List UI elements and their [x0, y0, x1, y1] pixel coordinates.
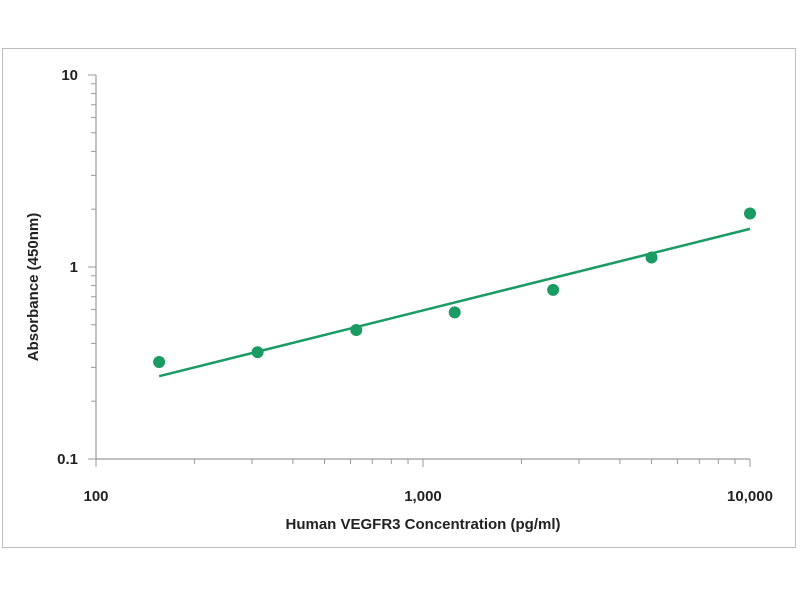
data-point — [153, 356, 166, 369]
data-point — [547, 283, 560, 296]
data-point — [645, 251, 658, 264]
trendline — [158, 227, 751, 378]
data-point — [350, 323, 363, 336]
x-tick-label: 100 — [83, 488, 108, 505]
x-axis-title: Human VEGFR3 Concentration (pg/ml) — [285, 516, 560, 533]
y-tick-label: 0.1 — [57, 451, 78, 468]
y-tick-label: 10 — [61, 67, 78, 84]
axes: 0.1 1 10 100 1,000 10,000 — [57, 67, 773, 505]
marks — [153, 207, 756, 378]
data-point — [251, 346, 264, 359]
y-tick-label: 1 — [70, 259, 78, 276]
y-axis-title: Absorbance (450nm) — [25, 213, 42, 361]
data-point — [744, 207, 756, 220]
x-tick-label: 10,000 — [727, 488, 773, 505]
x-tick-label: 1,000 — [404, 488, 442, 505]
chart-frame — [2, 48, 796, 548]
data-point — [448, 306, 461, 319]
